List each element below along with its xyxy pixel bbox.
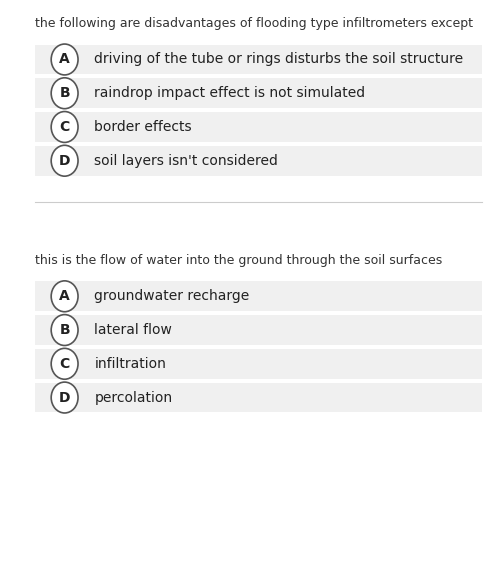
- Text: C: C: [60, 120, 70, 134]
- Circle shape: [51, 315, 78, 345]
- Text: A: A: [59, 53, 70, 66]
- Text: B: B: [59, 323, 70, 337]
- Text: soil layers isn't considered: soil layers isn't considered: [94, 154, 278, 168]
- Text: raindrop impact effect is not simulated: raindrop impact effect is not simulated: [94, 86, 366, 100]
- Text: D: D: [59, 391, 71, 404]
- Text: groundwater recharge: groundwater recharge: [94, 289, 249, 303]
- Text: D: D: [59, 154, 71, 168]
- FancyBboxPatch shape: [35, 315, 482, 345]
- Text: this is the flow of water into the ground through the soil surfaces: this is the flow of water into the groun…: [35, 254, 442, 267]
- FancyBboxPatch shape: [35, 78, 482, 108]
- Circle shape: [51, 44, 78, 75]
- Circle shape: [51, 281, 78, 312]
- FancyBboxPatch shape: [35, 112, 482, 142]
- Circle shape: [51, 112, 78, 142]
- FancyBboxPatch shape: [35, 146, 482, 176]
- Text: percolation: percolation: [94, 391, 172, 404]
- Circle shape: [51, 348, 78, 379]
- Circle shape: [51, 145, 78, 176]
- Text: lateral flow: lateral flow: [94, 323, 172, 337]
- Text: B: B: [59, 86, 70, 100]
- Circle shape: [51, 78, 78, 109]
- FancyBboxPatch shape: [35, 45, 482, 74]
- Text: infiltration: infiltration: [94, 357, 166, 371]
- Circle shape: [51, 382, 78, 413]
- Text: border effects: border effects: [94, 120, 192, 134]
- Text: driving of the tube or rings disturbs the soil structure: driving of the tube or rings disturbs th…: [94, 53, 464, 66]
- FancyBboxPatch shape: [35, 281, 482, 311]
- Text: the following are disadvantages of flooding type infiltrometers except: the following are disadvantages of flood…: [35, 17, 473, 30]
- Text: C: C: [60, 357, 70, 371]
- FancyBboxPatch shape: [35, 349, 482, 379]
- FancyBboxPatch shape: [35, 383, 482, 412]
- Text: A: A: [59, 289, 70, 303]
